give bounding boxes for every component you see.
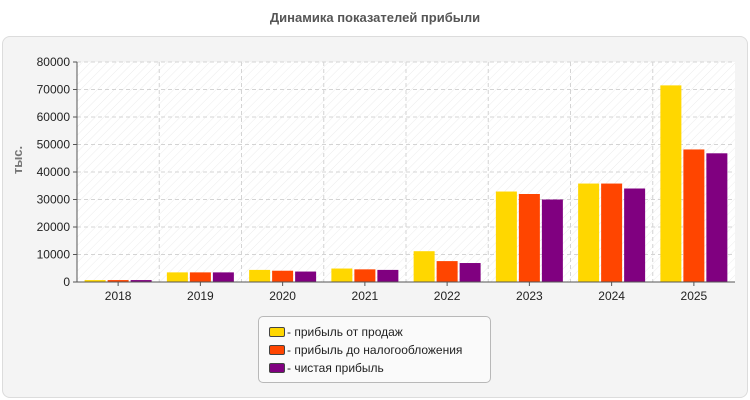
bar	[272, 270, 294, 282]
y-tick-label: 10000	[37, 248, 71, 262]
bar	[578, 183, 600, 282]
bar	[377, 269, 399, 282]
y-tick-label: 20000	[37, 220, 71, 234]
bar	[436, 261, 458, 282]
bar	[601, 183, 623, 282]
x-tick-label: 2022	[434, 289, 461, 303]
y-tick-label: 80000	[37, 55, 71, 69]
legend-label: - прибыль до налогообложения	[287, 343, 463, 357]
bar	[107, 280, 129, 282]
y-tick-label: 0	[63, 275, 70, 289]
legend-swatch	[269, 345, 285, 355]
chart-legend: - прибыль от продаж - прибыль до налогооб…	[258, 316, 491, 383]
x-tick-label: 2023	[516, 289, 543, 303]
bar	[130, 280, 152, 282]
bar	[660, 85, 682, 282]
bar	[249, 269, 271, 282]
chart-title: Динамика показателей прибыли	[269, 10, 481, 25]
x-tick-label: 2020	[269, 289, 296, 303]
legend-item: - прибыль от продаж	[269, 323, 490, 341]
x-tick-label: 2024	[598, 289, 625, 303]
legend-swatch	[269, 363, 285, 373]
legend-swatch	[269, 327, 285, 337]
bar	[683, 149, 705, 282]
y-tick-label: 50000	[37, 138, 71, 152]
y-tick-label: 40000	[37, 165, 71, 179]
x-tick-label: 2018	[105, 289, 132, 303]
x-tick-label: 2019	[187, 289, 214, 303]
bar	[354, 269, 376, 282]
bar	[541, 199, 563, 282]
bar	[624, 188, 646, 282]
bar	[413, 251, 435, 282]
bar	[189, 272, 211, 282]
y-tick-label: 60000	[37, 110, 71, 124]
y-axis-label: тыс.	[10, 146, 25, 174]
bar	[518, 194, 540, 282]
legend-item: - прибыль до налогообложения	[269, 341, 490, 359]
bar	[84, 280, 106, 282]
bar	[495, 191, 517, 282]
legend-label: - прибыль от продаж	[287, 325, 403, 339]
bar	[295, 271, 317, 282]
bar	[706, 153, 728, 282]
legend-item: - чистая прибыль	[269, 359, 490, 377]
legend-label: - чистая прибыль	[287, 361, 384, 375]
bar	[459, 263, 481, 282]
x-tick-label: 2025	[681, 289, 708, 303]
bar	[331, 268, 353, 282]
y-tick-label: 30000	[37, 193, 71, 207]
y-tick-label: 70000	[37, 83, 71, 97]
x-tick-label: 2021	[352, 289, 379, 303]
bar	[212, 272, 234, 282]
bar	[166, 272, 188, 282]
